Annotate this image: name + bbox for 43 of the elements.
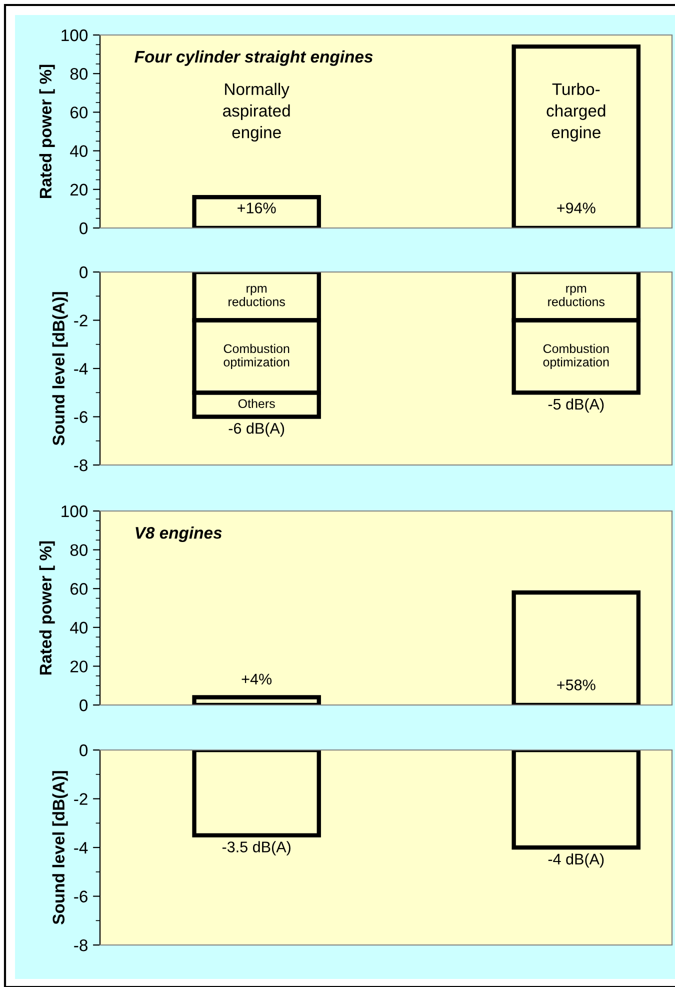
y-tick-label: 0 (80, 222, 88, 234)
data-label: -4 dB(A) (548, 853, 604, 868)
y-tick-label: -2 (74, 314, 88, 326)
y-axis-title: Sound level [dB(A)] (52, 292, 68, 446)
y-tick-label: -4 (74, 363, 88, 375)
series-label: Combustion optimization (224, 344, 290, 369)
y-axis-title: Rated power [ %] (39, 64, 55, 198)
y-tick-label: 100 (62, 505, 88, 518)
total-label: -5 dB(A) (548, 398, 604, 413)
y-tick-label: 80 (70, 544, 88, 556)
y-tick-label: 0 (80, 266, 88, 278)
y-tick-label: 20 (70, 660, 88, 672)
data-label: +16% (238, 202, 276, 214)
y-tick-label: 100 (62, 29, 88, 42)
data-label: +94% (557, 202, 596, 214)
y-tick-label: -8 (74, 939, 88, 952)
text: Four cylinder straight engines (134, 50, 373, 66)
y-tick-label: 40 (70, 145, 88, 158)
y-tick-label: -6 (74, 411, 88, 423)
series-label: rpm reductions (228, 286, 285, 306)
y-tick-label: -4 (74, 842, 88, 854)
y-axis-title: Sound level [dB(A)] (52, 771, 68, 924)
y-tick-label: -2 (74, 793, 88, 805)
y-tick-label: 20 (70, 184, 88, 196)
y-tick-label: -8 (74, 459, 88, 472)
x-tick-label: Turbo-charged engine (546, 82, 606, 142)
y-tick-label: -6 (74, 890, 88, 902)
total-label: -6 dB(A) (228, 422, 284, 437)
data-label: +58% (557, 680, 596, 690)
y-axis-title: Rated power [ %] (39, 541, 55, 674)
y-tick-label: 0 (80, 744, 88, 756)
y-tick-label: 80 (70, 68, 88, 80)
text: V8 engines (136, 526, 222, 542)
text: Combustion optimization (543, 344, 609, 369)
y-tick-label: 60 (70, 106, 88, 118)
data-label: +4% (242, 674, 272, 684)
text: rpm reductions (548, 286, 605, 306)
data-label: -3.5 dB(A) (222, 841, 290, 856)
y-tick-label: 40 (70, 622, 88, 634)
y-tick-label: 60 (70, 583, 88, 595)
y-tick-label: 0 (80, 699, 88, 712)
x-tick-label: Normally aspirated engine (223, 82, 290, 142)
series-label: Others (238, 398, 275, 408)
